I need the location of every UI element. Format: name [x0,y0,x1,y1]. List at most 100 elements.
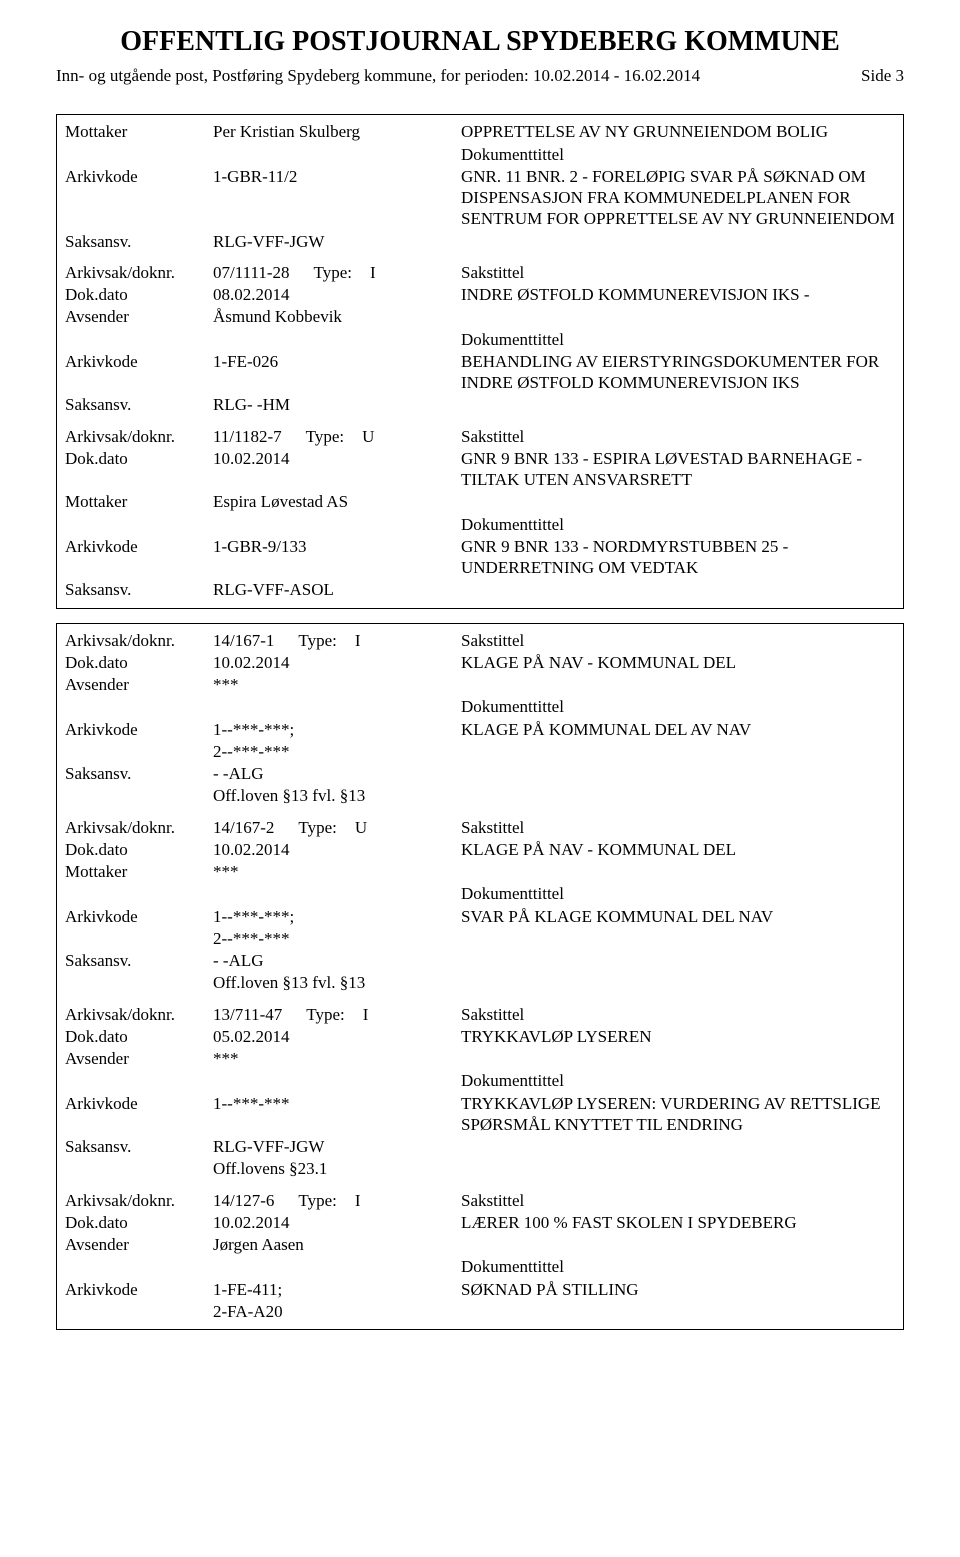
party-value: *** [213,1048,461,1069]
sakstittel-value: INDRE ØSTFOLD KOMMUNEREVISJON IKS - [461,284,895,305]
arkivkode-label: Arkivkode [65,719,213,740]
saksansv-value: - -ALG [213,763,461,784]
sakstittel-value: LÆRER 100 % FAST SKOLEN I SPYDEBERG [461,1212,895,1233]
journal-entry: Arkivsak/doknr.14/127-6Type:ISakstittel D… [65,1190,895,1323]
party-label: Mottaker [65,861,213,882]
party-label: Mottaker [65,121,213,142]
dokdato-label: Dok.dato [65,652,213,673]
dokdato-label: Dok.dato [65,284,213,305]
journal-entry: Arkivsak/doknr.14/167-1Type:ISakstittel D… [65,630,895,807]
saksansv-label: Saksansv. [65,950,213,971]
party-label: Avsender [65,1048,213,1069]
saksansv-label: Saksansv. [65,763,213,784]
saksansv-value: RLG-VFF-JGW [213,1136,461,1157]
dokumenttittel-value: SØKNAD PÅ STILLING [461,1279,895,1300]
arkivkode-label: Arkivkode [65,536,213,557]
sakstittel-label: Sakstittel [461,1190,895,1211]
arkivsak-value: 14/167-1Type:I [213,630,461,651]
sakstittel-value: TRYKKAVLØP LYSEREN [461,1026,895,1047]
page-number: Side 3 [861,65,904,86]
dokdato-value: 08.02.2014 [213,284,461,305]
party-label: Avsender [65,674,213,695]
dokumenttittel-value: GNR. 11 BNR. 2 - FORELØPIG SVAR PÅ SØKNA… [461,166,895,230]
dokumenttittel-value: TRYKKAVLØP LYSEREN: VURDERING AV RETTSLI… [461,1093,895,1136]
dokdato-value: 10.02.2014 [213,839,461,860]
party-value: Jørgen Aasen [213,1234,461,1255]
dokumenttittel-value: KLAGE PÅ KOMMUNAL DEL AV NAV [461,719,895,740]
dokdato-value: 10.02.2014 [213,448,461,469]
sakstittel-value: OPPRETTELSE AV NY GRUNNEIENDOM BOLIG [461,121,895,142]
party-value: *** [213,674,461,695]
arkivsak-value: 07/1111-28Type:I [213,262,461,283]
saksansv-label: Saksansv. [65,231,213,252]
party-value: Espira Løvestad AS [213,491,461,512]
dokumenttittel-label: Dokumenttittel [461,1256,895,1277]
arkivsak-value: 11/1182-7Type:U [213,426,461,447]
arkivkode-value-2: 2--***-*** [213,741,461,762]
party-value: Åsmund Kobbevik [213,306,461,327]
arkivkode-value: 1-GBR-9/133 [213,536,461,557]
party-label: Mottaker [65,491,213,512]
arkivsak-value: 14/127-6Type:I [213,1190,461,1211]
arkivkode-value: 1--***-*** [213,1093,461,1114]
party-label: Avsender [65,306,213,327]
dokdato-label: Dok.dato [65,1212,213,1233]
journal-entry: Arkivsak/doknr.07/1111-28Type:ISakstitte… [65,262,895,416]
sakstittel-label: Sakstittel [461,1004,895,1025]
dokdato-label: Dok.dato [65,1026,213,1047]
arkivsak-label: Arkivsak/doknr. [65,817,213,838]
arkivsak-value: 13/711-47Type:I [213,1004,461,1025]
sakstittel-value: KLAGE PÅ NAV - KOMMUNAL DEL [461,839,895,860]
arkivkode-label: Arkivkode [65,351,213,372]
off-loven-value: Off.lovens §23.1 [213,1158,461,1179]
saksansv-value: RLG-VFF-JGW [213,231,461,252]
party-label: Avsender [65,1234,213,1255]
arkivsak-label: Arkivsak/doknr. [65,426,213,447]
arkivsak-label: Arkivsak/doknr. [65,630,213,651]
saksansv-label: Saksansv. [65,394,213,415]
arkivkode-value: 1-FE-411; [213,1279,461,1300]
dokumenttittel-label: Dokumenttittel [461,883,895,904]
arkivkode-value: 1-GBR-11/2 [213,166,461,187]
dokdato-value: 10.02.2014 [213,652,461,673]
saksansv-value: RLG- -HM [213,394,461,415]
sakstittel-value: KLAGE PÅ NAV - KOMMUNAL DEL [461,652,895,673]
journal-entry: Arkivsak/doknr.11/1182-7Type:USakstittel… [65,426,895,601]
off-loven-value: Off.loven §13 fvl. §13 [213,785,461,806]
page-subheader-row: Inn- og utgående post, Postføring Spydeb… [56,65,904,86]
dokdato-label: Dok.dato [65,839,213,860]
page-header-title: OFFENTLIG POSTJOURNAL SPYDEBERG KOMMUNE [56,24,904,59]
dokumenttittel-value: BEHANDLING AV EIERSTYRINGSDOKUMENTER FOR… [461,351,895,394]
dokdato-value: 10.02.2014 [213,1212,461,1233]
sakstittel-label: Sakstittel [461,262,895,283]
arkivsak-label: Arkivsak/doknr. [65,262,213,283]
saksansv-label: Saksansv. [65,1136,213,1157]
off-loven-value: Off.loven §13 fvl. §13 [213,972,461,993]
arkivsak-label: Arkivsak/doknr. [65,1190,213,1211]
sakstittel-label: Sakstittel [461,817,895,838]
journal-entry: MottakerPer Kristian SkulbergOPPRETTELSE… [65,121,895,252]
sakstittel-label: Sakstittel [461,630,895,651]
arkivkode-value-2: 2-FA-A20 [213,1301,461,1322]
dokumenttittel-value: GNR 9 BNR 133 - NORDMYRSTUBBEN 25 - UNDE… [461,536,895,579]
arkivkode-value: 1--***-***; [213,719,461,740]
dokumenttittel-value: SVAR PÅ KLAGE KOMMUNAL DEL NAV [461,906,895,927]
journal-group: Arkivsak/doknr.14/167-1Type:ISakstittelD… [56,623,904,1331]
dokumenttittel-label: Dokumenttittel [461,329,895,350]
party-value: *** [213,861,461,882]
saksansv-value: - -ALG [213,950,461,971]
page-subtitle: Inn- og utgående post, Postføring Spydeb… [56,65,700,86]
journal-entry: Arkivsak/doknr.14/167-2Type:USakstittel D… [65,817,895,994]
dokumenttittel-label: Dokumenttittel [461,514,895,535]
arkivkode-label: Arkivkode [65,906,213,927]
arkivsak-value: 14/167-2Type:U [213,817,461,838]
arkivkode-value: 1--***-***; [213,906,461,927]
arkivkode-label: Arkivkode [65,166,213,187]
arkivkode-value: 1-FE-026 [213,351,461,372]
journal-entry: Arkivsak/doknr.13/711-47Type:ISakstittel… [65,1004,895,1180]
saksansv-value: RLG-VFF-ASOL [213,579,461,600]
sakstittel-label: Sakstittel [461,426,895,447]
journal-groups: MottakerPer Kristian SkulbergOPPRETTELSE… [56,114,904,1330]
saksansv-label: Saksansv. [65,579,213,600]
arkivkode-label: Arkivkode [65,1279,213,1300]
